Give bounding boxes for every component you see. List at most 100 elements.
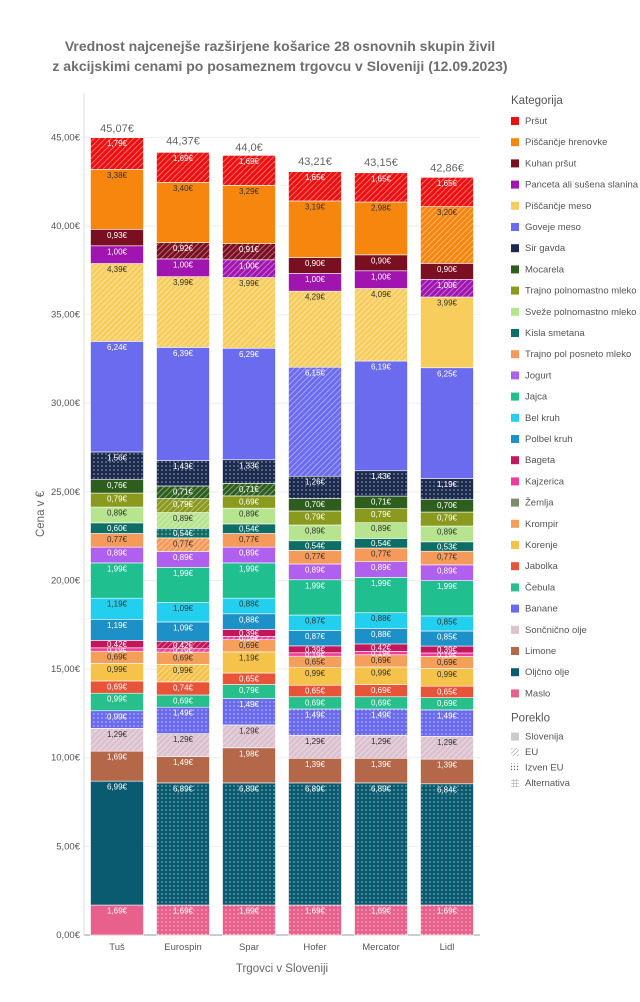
- legend-item-trajno-polnomastno-mleko[interactable]: Trajno polnomastno mleko: [525, 286, 637, 297]
- bar-value-label: 0,65€: [305, 658, 326, 667]
- bar-value-label: 1,49€: [371, 710, 392, 719]
- legend-title: Kategorija: [511, 95, 563, 107]
- bar-segment-jajca: [156, 567, 210, 603]
- bar-segment-goveje-meso: [156, 347, 210, 461]
- bar-value-label: 1,69€: [371, 907, 392, 916]
- bar-value-label: 0,70€: [305, 500, 326, 509]
- legend-item-korenje[interactable]: Korenje: [525, 540, 558, 551]
- bar-value-label: 1,99€: [305, 581, 326, 590]
- legend-item-bageta[interactable]: Bageta: [525, 455, 556, 466]
- bar-value-label: 0,77€: [437, 553, 458, 562]
- legend-item-piscancje-hrenovke[interactable]: Piščančje hrenovke: [525, 137, 607, 148]
- y-tick-label: 35,00€: [51, 310, 81, 321]
- bar-value-label: 0,71€: [173, 487, 194, 496]
- bar-value-label: 0,88€: [239, 600, 260, 609]
- bar-value-label: 6,24€: [107, 343, 128, 352]
- bar-value-label: 0,77€: [371, 550, 392, 559]
- bar-value-label: 1,99€: [107, 564, 128, 573]
- legend-item-panceta-ali-susena-slanina[interactable]: Panceta ali sušena slanina: [525, 180, 639, 191]
- bar-value-label: 0,77€: [107, 535, 128, 544]
- legend-item-mocarela[interactable]: Mocarela: [525, 264, 565, 275]
- bar-value-label: 1,49€: [239, 700, 260, 709]
- legend-swatch-jogurt: [511, 371, 519, 380]
- bar-value-label: 6,89€: [239, 784, 260, 793]
- bar-value-label: 1,19€: [239, 653, 260, 662]
- bar-segment-piscancje-meso: [222, 277, 276, 349]
- legend-item-piscancje-meso[interactable]: Piščančje meso: [525, 201, 592, 212]
- bar-value-label: 3,40€: [173, 184, 194, 193]
- bar-value-label: 1,29€: [173, 735, 194, 744]
- legend-item-kuhan-prsut[interactable]: Kuhan pršut: [525, 158, 577, 169]
- bar-value-label: 0,79€: [371, 510, 392, 519]
- legend-swatch-sir-gavda: [511, 244, 519, 253]
- bar-value-label: 1,79€: [107, 139, 128, 148]
- legend-swatch-panceta-ali-susena-slanina: [511, 180, 519, 189]
- bar-value-label: 0,91€: [239, 245, 260, 254]
- legend-swatch-kajzerica: [511, 477, 519, 486]
- legend-item-sir-gavda[interactable]: Sir gavda: [525, 243, 566, 254]
- bar-value-label: 1,49€: [305, 710, 326, 719]
- legend-swatch-kisla-smetana: [511, 329, 519, 337]
- bar-value-label: 1,19€: [437, 480, 458, 489]
- legend-item-cebula[interactable]: Čebula: [525, 582, 556, 593]
- bar-segment-oljcno-olje: [90, 780, 144, 906]
- bar-value-label: 6,99€: [107, 783, 128, 792]
- origin-legend-item-eu[interactable]: EU: [525, 747, 538, 758]
- bar-value-label: 0,90€: [437, 265, 458, 274]
- origin-legend-item-slovenija[interactable]: Slovenija: [525, 732, 564, 743]
- bar-total-label: 42,86€: [430, 162, 464, 174]
- legend-item-sveze-polnomastno-mleko[interactable]: Sveže polnomastno mleko: [525, 307, 636, 318]
- legend-item-kajzerica[interactable]: Kajzerica: [525, 476, 565, 487]
- bar-value-label: 0,53€: [437, 543, 458, 552]
- bar-total-label: 43,15€: [364, 157, 398, 169]
- bar-value-label: 0,85€: [437, 617, 458, 626]
- legend-item-prsut[interactable]: Pršut: [525, 116, 548, 127]
- bar-segment-goveje-meso: [288, 366, 342, 477]
- legend-item-bel-kruh[interactable]: Bel kruh: [525, 413, 560, 424]
- bar-segment-oljcno-olje: [354, 782, 408, 906]
- bar-value-label: 0,90€: [371, 256, 392, 265]
- chart-title-line-1: Vrednost najcenejše razširjene košarice …: [64, 38, 496, 54]
- bar-value-label: 0,42€: [173, 641, 194, 650]
- origin-legend-item-izven[interactable]: Izven EU: [525, 763, 564, 774]
- origin-legend-item-alternativa[interactable]: Alternativa: [525, 778, 571, 789]
- bar-value-label: 1,98€: [239, 749, 260, 758]
- legend-item-oljcno-olje[interactable]: Oljčno olje: [525, 667, 569, 678]
- bar-value-label: 1,43€: [173, 462, 194, 471]
- bar-segment-maslo: [90, 904, 144, 936]
- legend-item-trajno-pol-posneto-mleko[interactable]: Trajno pol posneto mleko: [525, 349, 631, 360]
- legend-swatch-korenje: [511, 541, 519, 549]
- bar-segment-goveje-meso: [222, 347, 276, 461]
- legend-item-limone[interactable]: Limone: [525, 646, 556, 657]
- bar-value-label: 1,00€: [107, 247, 128, 256]
- bar-segment-piscancje-meso: [90, 263, 144, 342]
- legend-item-krompir[interactable]: Krompir: [525, 519, 558, 530]
- legend-item-zemlja[interactable]: Žemlja: [525, 498, 554, 509]
- legend-item-kisla-smetana[interactable]: Kisla smetana: [525, 328, 585, 339]
- bar-value-label: 0,76€: [107, 481, 128, 490]
- bar-value-label: 1,69€: [239, 157, 260, 166]
- legend-item-banane[interactable]: Banane: [525, 604, 558, 615]
- origin-legend-swatch-alternativa: [511, 779, 519, 788]
- legend-item-jajca[interactable]: Jajca: [525, 392, 548, 403]
- legend-item-jogurt[interactable]: Jogurt: [525, 370, 552, 381]
- bar-value-label: 0,99€: [107, 695, 128, 704]
- legend-item-soncnicno-olje[interactable]: Sončnično olje: [525, 625, 587, 636]
- legend-item-jabolka[interactable]: Jabolka: [525, 561, 558, 572]
- legend-swatch-piscancje-meso: [511, 201, 519, 210]
- bar-value-label: 0,69€: [371, 656, 392, 665]
- bar-value-label: 0,54€: [239, 525, 260, 534]
- bar-value-label: 0,69€: [107, 682, 128, 691]
- legend-item-goveje-meso[interactable]: Goveje meso: [525, 222, 581, 233]
- legend-item-polbel-kruh[interactable]: Polbel kruh: [525, 434, 573, 445]
- bar-value-label: 1,09€: [173, 623, 194, 632]
- bar-value-label: 1,29€: [239, 726, 260, 735]
- legend-item-maslo[interactable]: Maslo: [525, 688, 550, 699]
- bar-value-label: 0,99€: [107, 712, 128, 721]
- x-axis-title: Trgovci v Sloveniji: [236, 963, 328, 975]
- bar-value-label: 1,49€: [173, 709, 194, 718]
- x-tick-label: Eurospin: [164, 942, 202, 953]
- bar-value-label: 0,79€: [437, 514, 458, 523]
- bar-value-label: 1,43€: [371, 472, 392, 481]
- y-tick-label: 15,00€: [51, 664, 81, 675]
